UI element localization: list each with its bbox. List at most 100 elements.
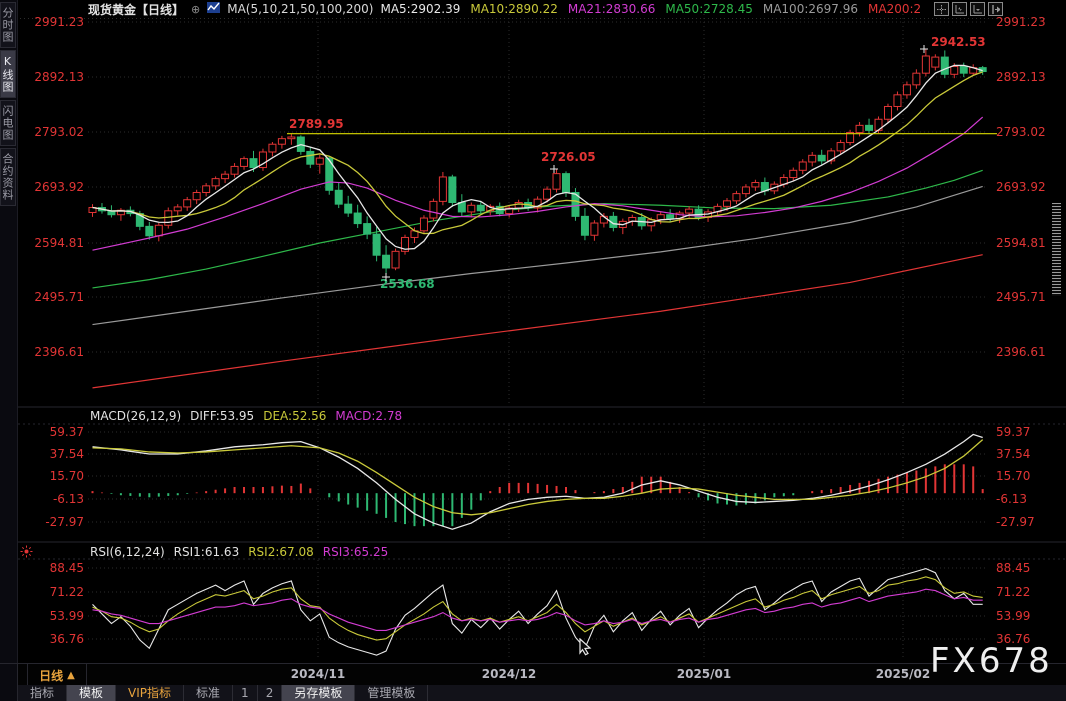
chart-toolbar [934,2,1003,16]
period-selector[interactable]: 日线 ▲ [27,664,87,686]
sidebar-tab-4[interactable]: 合约资料 [0,148,16,206]
rsi-line-rsi1 [92,568,983,656]
candle-body [268,143,277,153]
y-axis-label: 2693.92 [996,180,1046,194]
bottom-toolbar: 指标 模板 VIP指标 标准 1 2 另存模板 管理模板 [0,685,1066,701]
toolbar-item-6[interactable]: 2 [258,685,283,701]
macd-dea-line [92,439,984,516]
candle-body [865,124,874,131]
toolbar-item-3[interactable]: VIP指标 [116,685,185,701]
expand-icon[interactable]: ⊕ [191,2,201,16]
y-axis-label: 2594.81 [996,236,1046,250]
toolbar-item-5[interactable]: 1 [233,685,258,701]
rsi-label-row: RSI(6,12,24) RSI1:61.63 RSI2:67.08 RSI3:… [90,545,388,559]
candle-body [883,105,892,120]
sidebar-tab-1[interactable]: 分时图 [0,2,16,48]
sidebar-tab-2[interactable]: K线图 [0,50,16,98]
candle-body [372,233,381,256]
candle-body [666,214,675,220]
candle-body [154,224,163,237]
y-axis-label: 36.76 [996,632,1030,646]
x-axis-date: 2025/02 [875,667,931,681]
candle-body [363,223,372,235]
ma-line [92,64,983,250]
zoom-fit-horizontal-icon[interactable] [970,2,985,16]
candle-body [609,215,618,228]
y-axis-label: 53.99 [50,609,84,623]
candle-body [741,186,750,195]
y-axis-label: 88.45 [996,561,1030,575]
candle-body [202,185,211,194]
toolbar-item-1[interactable]: 指标 [18,685,68,701]
y-axis-label: -27.97 [45,515,84,529]
period-arrow-icon: ▲ [67,669,75,681]
ma-line [92,169,983,289]
sidebar-tab-3[interactable]: 闪电图 [0,100,16,146]
ma-value: MA200:2 [868,2,922,16]
candle-body [817,154,826,162]
candle-body [590,222,599,236]
price-annotation: 2942.53 [931,35,986,49]
candle-body [950,66,959,75]
candle-body [448,176,457,203]
candle-body [959,66,968,74]
candle-body [921,55,930,74]
candle-body [315,157,324,165]
candle-body [912,72,921,86]
x-axis-date: 2024/11 [290,667,346,681]
candle-body [334,189,343,205]
toolbar-item-8[interactable]: 管理模板 [355,685,429,701]
ma-line [92,254,983,389]
y-axis-label: 2594.81 [34,236,84,250]
rsi2-value: RSI2:67.08 [248,545,314,559]
y-axis-label: 88.45 [50,561,84,575]
toolbar-item-4[interactable]: 标准 [184,685,234,701]
sidebar-footer-cell [0,685,18,701]
ma-line [92,185,983,326]
toolbar-item-7[interactable]: 另存模板 [282,685,356,701]
rsi-flash-icon[interactable] [20,545,33,561]
right-scrollbar[interactable] [1052,203,1061,296]
candle-body [211,178,220,187]
rsi3-value: RSI3:65.25 [322,545,389,559]
y-axis-label: 2991.23 [34,15,84,29]
ma-value: MA50:2728.45 [665,2,753,16]
candle-body [353,212,362,225]
y-axis-label: 2991.23 [996,15,1046,29]
x-axis-date: 2024/12 [481,667,537,681]
ma-line [92,116,984,251]
mouse-cursor [578,637,594,659]
candle-body [789,169,798,179]
rsi-line-rsi3 [92,588,983,631]
toolbar-item-2[interactable]: 模板 [67,685,117,701]
candle-body [798,161,807,171]
candle-body [145,225,154,237]
zoom-fit-vertical-icon[interactable] [952,2,967,16]
crosshair-icon[interactable] [934,2,949,16]
y-axis-label: 71.22 [50,585,84,599]
candle-body [694,208,703,218]
candle-body [382,254,391,269]
y-axis-label: 15.70 [50,469,84,483]
macd-dea-value: DEA:52.56 [263,409,327,423]
candle-body [306,150,315,165]
x-axis-date: 2025/01 [676,667,732,681]
jump-to-latest-icon[interactable] [988,2,1003,16]
ma-value: MA21:2830.66 [567,2,656,16]
candle-body [438,176,447,202]
candle-body [230,165,239,175]
y-axis-label: 2495.71 [34,290,84,304]
ma-value: MA5:2902.39 [380,2,461,16]
chart-header: 现货黄金【日线】 ⊕ MA(5,10,21,50,100,200) MA5:29… [88,1,931,17]
rsi1-value: RSI1:61.63 [173,545,240,559]
chart-type-icon[interactable] [207,1,221,17]
candle-body [552,173,561,190]
ma-values: MA5:2902.39 MA10:2890.22 MA21:2830.66 MA50:… [380,2,931,16]
y-axis-label: 2793.02 [34,125,84,139]
y-axis-label: 53.99 [996,609,1030,623]
y-axis-label: 2793.02 [996,125,1046,139]
ma-value: MA100:2697.96 [762,2,858,16]
macd-name: MACD(26,12,9) [90,409,182,423]
price-annotation: 2789.95 [289,117,344,131]
